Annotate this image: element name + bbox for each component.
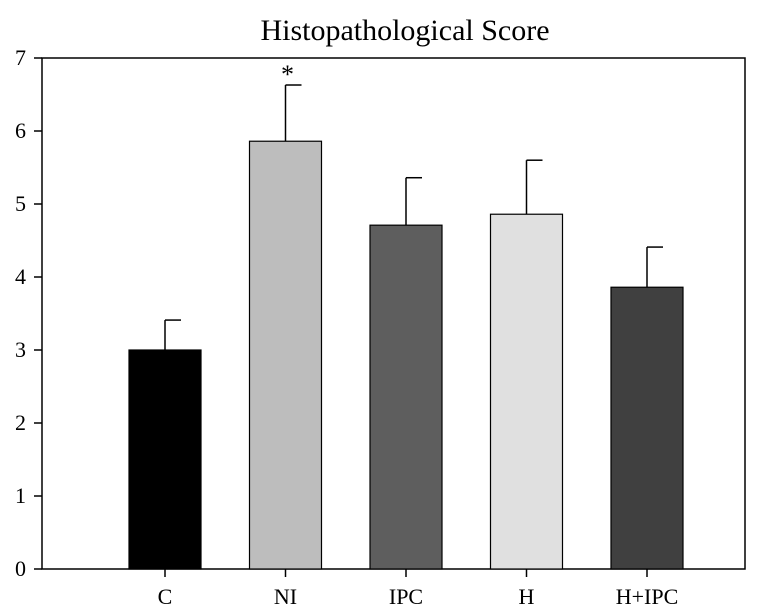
chart-title: Histopathological Score: [260, 14, 549, 47]
significance-marker: *: [281, 60, 294, 89]
x-tick-label: C: [158, 584, 173, 609]
y-tick-label: 4: [15, 264, 26, 289]
y-tick-label: 2: [15, 410, 26, 435]
plot-area: 0 1 2 3 4 5 6 7 C NI IPC H H+IPC *: [15, 45, 746, 609]
x-tick-label: H+IPC: [616, 584, 679, 609]
bar-h-ipc: [610, 286, 684, 570]
y-tick-label: 3: [15, 337, 26, 362]
y-tick-label: 1: [15, 483, 26, 508]
y-tick-label: 6: [15, 118, 26, 143]
y-tick-label: 7: [15, 45, 26, 70]
x-tick-label: NI: [274, 584, 297, 609]
y-tick-label: 0: [15, 556, 26, 581]
bar-ni: [248, 140, 323, 570]
x-tick-label: IPC: [389, 584, 423, 609]
bar-ipc: [369, 224, 443, 570]
x-tick-label: H: [519, 584, 535, 609]
bar-h: [489, 213, 564, 570]
bar-c: [128, 349, 202, 570]
y-tick-label: 5: [15, 191, 26, 216]
